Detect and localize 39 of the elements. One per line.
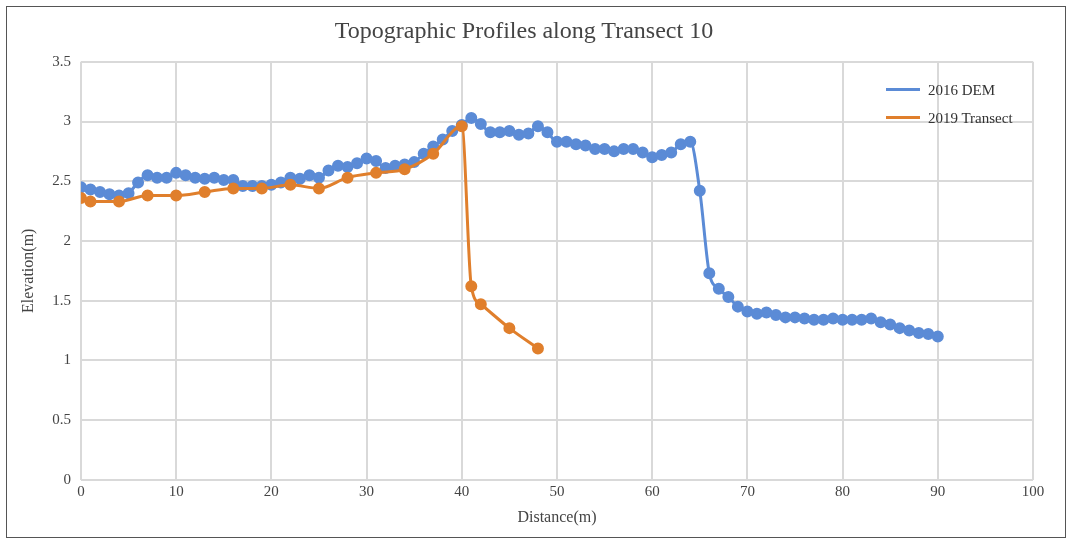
x-tick-label: 70 xyxy=(739,482,755,499)
x-tick-label: 30 xyxy=(359,482,375,499)
x-tick-label: 50 xyxy=(549,482,565,499)
legend-label: 2016 DEM xyxy=(928,80,996,100)
point xyxy=(84,195,97,208)
y-axis-title: Elevation(m) xyxy=(18,228,37,314)
y-tick-label: 2 xyxy=(63,231,71,248)
point xyxy=(284,178,297,191)
point xyxy=(113,195,126,208)
point xyxy=(227,182,240,195)
y-tick-label: 3 xyxy=(63,112,71,129)
x-tick-label: 80 xyxy=(835,482,851,499)
point xyxy=(141,189,154,202)
point xyxy=(465,280,478,293)
y-tick-label: 3.5 xyxy=(52,52,71,69)
point xyxy=(398,163,411,176)
point xyxy=(531,342,544,355)
x-tick-label: 60 xyxy=(644,482,660,499)
point xyxy=(170,189,183,202)
chart-title: Topographic Profiles along Transect 10 xyxy=(334,16,714,43)
x-tick-label: 100 xyxy=(1021,482,1045,499)
x-tick-label: 40 xyxy=(454,482,470,499)
point xyxy=(341,171,354,184)
x-tick-label: 0 xyxy=(77,482,85,499)
point xyxy=(370,166,383,179)
y-tick-label: 1.5 xyxy=(52,291,71,308)
x-tick-label: 20 xyxy=(263,482,279,499)
y-tick-label: 2.5 xyxy=(52,172,71,189)
point xyxy=(312,182,325,195)
y-tick-label: 0 xyxy=(63,470,71,487)
y-tick-label: 0.5 xyxy=(52,411,71,428)
point xyxy=(503,322,516,335)
point xyxy=(427,147,440,160)
legend-label: 2019 Transect xyxy=(928,108,1013,128)
point xyxy=(474,298,487,311)
x-tick-label: 90 xyxy=(930,482,946,499)
point xyxy=(198,185,211,198)
y-tick-label: 1 xyxy=(63,351,71,368)
x-tick-label: 10 xyxy=(168,482,184,499)
